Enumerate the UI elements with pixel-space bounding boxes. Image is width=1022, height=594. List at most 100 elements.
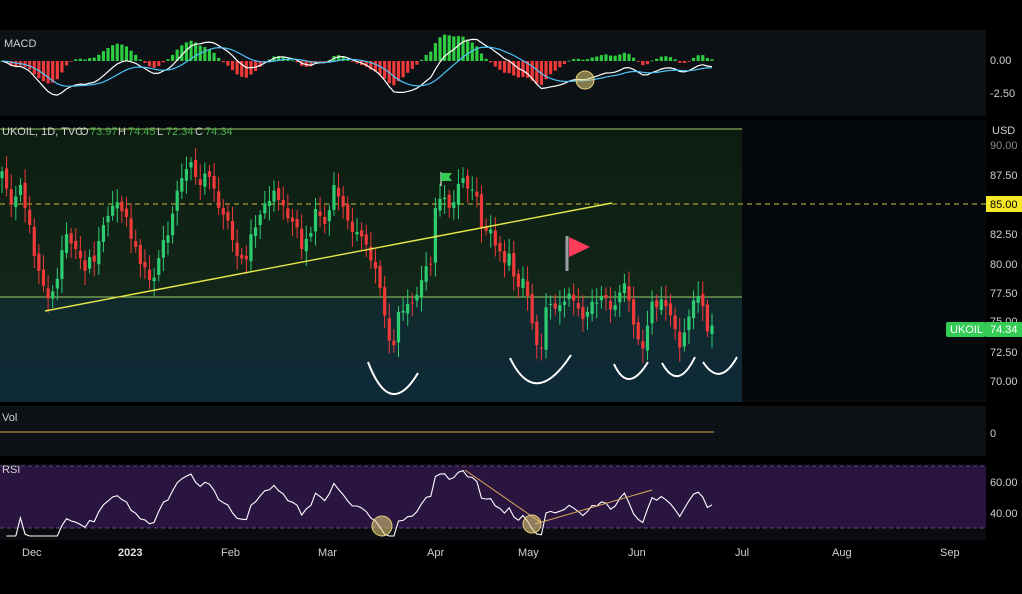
candle-body (401, 310, 405, 313)
macd-annotation-circle (575, 70, 595, 90)
candle-body (475, 191, 479, 197)
macd-bar (599, 55, 603, 61)
macd-bar (655, 58, 659, 61)
candle-body (433, 207, 437, 263)
macd-bar (544, 61, 548, 80)
macd-bar (157, 61, 161, 66)
rsi-trendline-2 (534, 489, 653, 525)
candle-body (240, 254, 244, 259)
macd-bar (37, 61, 41, 79)
macd-bar (659, 56, 663, 61)
candle-body (535, 321, 539, 346)
candle-body (184, 169, 189, 181)
candle-body (64, 234, 69, 253)
candle-body (595, 302, 599, 304)
macd-bar (350, 61, 354, 62)
candle-body (622, 283, 627, 293)
candle-body (562, 301, 567, 305)
macd-bar (364, 61, 368, 67)
macd-bar (240, 61, 244, 77)
candle-body (134, 241, 138, 247)
candle-body (655, 300, 659, 308)
macd-bar (424, 54, 428, 61)
volume-tick: 0 (990, 428, 996, 440)
macd-bar (595, 56, 599, 61)
macd-bar (235, 61, 239, 75)
candle-body (147, 269, 152, 280)
x-tick-apr: Apr (427, 547, 444, 559)
candle-body (290, 217, 295, 222)
macd-bar (170, 54, 175, 61)
macd-bar (696, 55, 700, 61)
candle-body (636, 322, 640, 340)
price-tick-82-5: 82.50 (990, 229, 1018, 241)
candle-body (332, 185, 336, 210)
candle-body (664, 300, 668, 307)
macd-bar (576, 58, 580, 61)
x-tick-aug: Aug (832, 547, 852, 559)
macd-bar (419, 59, 424, 61)
macd-bar (74, 59, 78, 61)
rsi-line (6, 470, 713, 537)
candle-body (502, 251, 507, 263)
macd-bar (562, 61, 567, 65)
candle-body (650, 301, 654, 324)
macd-bar (161, 61, 165, 63)
candle-body (383, 287, 387, 316)
volume-panel: Vol 0 (0, 406, 996, 456)
candle-body (92, 255, 96, 262)
bottom-arc-4 (661, 356, 696, 377)
macd-bar (664, 56, 668, 61)
macd-bar (406, 61, 410, 73)
x-tick-feb: Feb (221, 547, 240, 559)
macd-bar (668, 57, 673, 61)
candle-body (189, 162, 193, 168)
macd-bar (572, 59, 576, 61)
price-header-open-val: 73.97 (90, 126, 118, 138)
macd-bar (111, 45, 115, 61)
separator-1 (0, 116, 1022, 120)
candle-body (230, 220, 235, 240)
macd-bar (341, 56, 345, 61)
macd-bar (604, 54, 608, 61)
macd-bar (378, 61, 382, 75)
candle-body (682, 332, 686, 347)
candle-body (346, 203, 350, 221)
macd-bar (461, 36, 465, 61)
candle-body (544, 307, 548, 350)
macd-bar (673, 59, 677, 61)
candle-body (327, 210, 331, 222)
symbol-label-bg (946, 322, 986, 337)
macd-bar (9, 61, 13, 66)
candle-body (60, 250, 64, 280)
candle-body (387, 318, 391, 341)
macd-bar (645, 61, 650, 65)
macd-bar (613, 55, 617, 61)
candle-body (350, 221, 354, 232)
lower-zone (0, 297, 742, 402)
candle-body (336, 187, 341, 197)
candle-body (567, 293, 571, 299)
candle-body (424, 266, 428, 282)
macd-bar (212, 52, 216, 61)
candle-body (235, 242, 239, 256)
macd-bar (97, 54, 101, 61)
macd-bar (622, 52, 627, 61)
separator-3 (0, 456, 1022, 464)
candle-body (143, 262, 147, 268)
candle-body (696, 295, 700, 303)
macd-bar (447, 35, 451, 61)
x-tick-dec: Dec (22, 547, 42, 559)
rsi-panel: RSI 60.00 40.00 (0, 464, 1018, 540)
candle-body (608, 301, 613, 310)
macd-panel: MACD 0.00 -2.50 (0, 30, 1015, 116)
x-tick-jul: Jul (735, 547, 749, 559)
level-label: 85.00 (990, 199, 1018, 211)
macd-panel-bg (0, 30, 986, 116)
candle-body (373, 261, 378, 269)
macd-bar (489, 61, 493, 63)
price-header-open: O (80, 126, 89, 138)
last-price-bg (986, 322, 1022, 337)
macd-bar (433, 43, 437, 61)
macd-bar (355, 61, 359, 64)
